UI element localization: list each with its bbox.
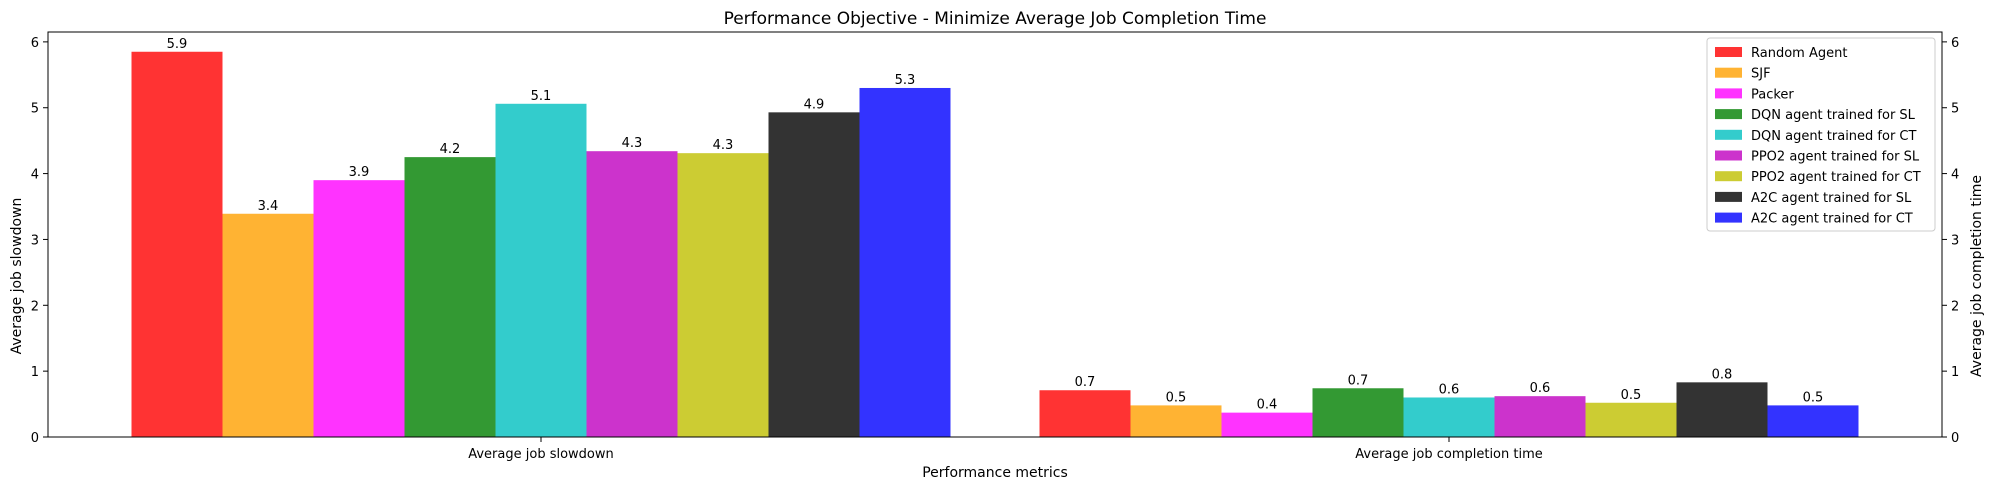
bar-value-label: 4.3 [622,136,643,151]
y-tick-label-left: 6 [31,36,39,51]
legend-entry: DQN agent trained for SL [1751,108,1916,123]
bar-value-label: 0.7 [1348,373,1369,388]
legend-entry: Packer [1751,87,1794,102]
bar-value-label: 0.8 [1712,367,1733,382]
legend-entry: SJF [1751,67,1771,82]
value-labels-group: 5.9 0.7 3.4 0.5 3.9 0.4 4.2 0.7 5.1 0.6 4.3 0.6 4.3 0… [167,37,1824,413]
bar [1494,396,1586,437]
bar-value-label: 0.6 [1439,382,1460,397]
bar-value-label: 0.5 [1621,388,1642,403]
legend-swatch [1715,47,1742,57]
legend-entry: PPO2 agent trained for CT [1751,170,1921,185]
y-tick-label-right: 2 [1951,299,1959,314]
y-tick-label-left: 1 [31,365,39,380]
x-tick-label: Average job completion time [1355,447,1543,462]
plot-frame [47,31,1943,438]
bar-value-label: 4.2 [440,142,461,157]
y-axis-label-right: Average job completion time [1969,175,1985,377]
legend-swatch [1715,191,1742,202]
legend-swatch [1715,88,1742,99]
y-tick-label-left: 2 [31,299,39,314]
bar-value-label: 5.1 [531,89,552,104]
bar-value-label: 0.4 [1257,398,1278,413]
bar-value-label: 5.3 [895,73,916,88]
bar [131,51,223,437]
legend-entry: A2C agent trained for CT [1751,212,1913,227]
legend-swatch [1715,129,1742,140]
bar [222,213,314,437]
bar-value-label: 0.5 [1166,390,1187,405]
bar [1221,412,1313,437]
y-tick-label-left: 5 [31,102,39,117]
legend-swatch [1715,109,1742,120]
bar [404,157,496,437]
bar [1130,405,1222,437]
bar [586,151,678,437]
bar [1312,388,1404,437]
bar-value-label: 0.7 [1075,375,1096,390]
chart-title: Performance Objective - Minimize Average… [724,9,1267,29]
bar [1403,397,1495,437]
bar-value-label: 3.4 [258,199,279,214]
legend-entry: Random Agent [1751,46,1847,61]
y-tick-label-left: 3 [31,233,39,248]
bars-group [131,51,1859,438]
y-tick-label-right: 5 [1951,102,1959,117]
bar-value-label: 0.6 [1530,381,1551,396]
legend-swatch [1715,171,1742,182]
bar-value-label: 0.5 [1803,390,1824,405]
bar [1585,402,1677,437]
legend: Random Agent SJF Packer DQN agent trained f… [1706,37,1936,232]
y-tick-label-right: 3 [1951,233,1959,248]
bar [313,180,405,438]
bar [859,87,951,437]
y-tick-label-right: 6 [1951,36,1959,51]
y-tick-label-right: 4 [1951,168,1959,183]
x-axis-label: Performance metrics [922,465,1068,481]
y-tick-label-right: 0 [1951,431,1959,446]
bar [1039,390,1131,437]
bar-value-label: 5.9 [167,37,188,52]
bar [1767,405,1859,437]
legend-entry: PPO2 agent trained for SL [1751,150,1920,165]
bar-value-label: 3.9 [349,165,370,180]
bar [768,112,860,437]
bar [1676,382,1768,437]
y-tick-label-left: 0 [31,431,39,446]
legend-entry: DQN agent trained for CT [1751,129,1917,144]
legend-swatch [1715,150,1742,161]
x-tick-label: Average job slowdown [468,447,614,462]
bar [677,153,769,438]
bar [495,103,587,437]
legend-box [1706,37,1936,232]
y-tick-label-right: 1 [1951,365,1959,380]
y-axis-label: Average job slowdown [9,198,25,355]
bar-value-label: 4.9 [804,97,825,112]
axes-group: 0 0 1 1 2 2 3 3 4 4 5 5 6 6 Average job slowdown Averag… [31,31,1959,462]
y-tick-label-left: 4 [31,168,39,183]
bar-value-label: 4.3 [713,138,734,153]
legend-swatch [1715,67,1742,78]
legend-entry: A2C agent trained for SL [1751,191,1912,206]
legend-swatch [1715,212,1742,223]
